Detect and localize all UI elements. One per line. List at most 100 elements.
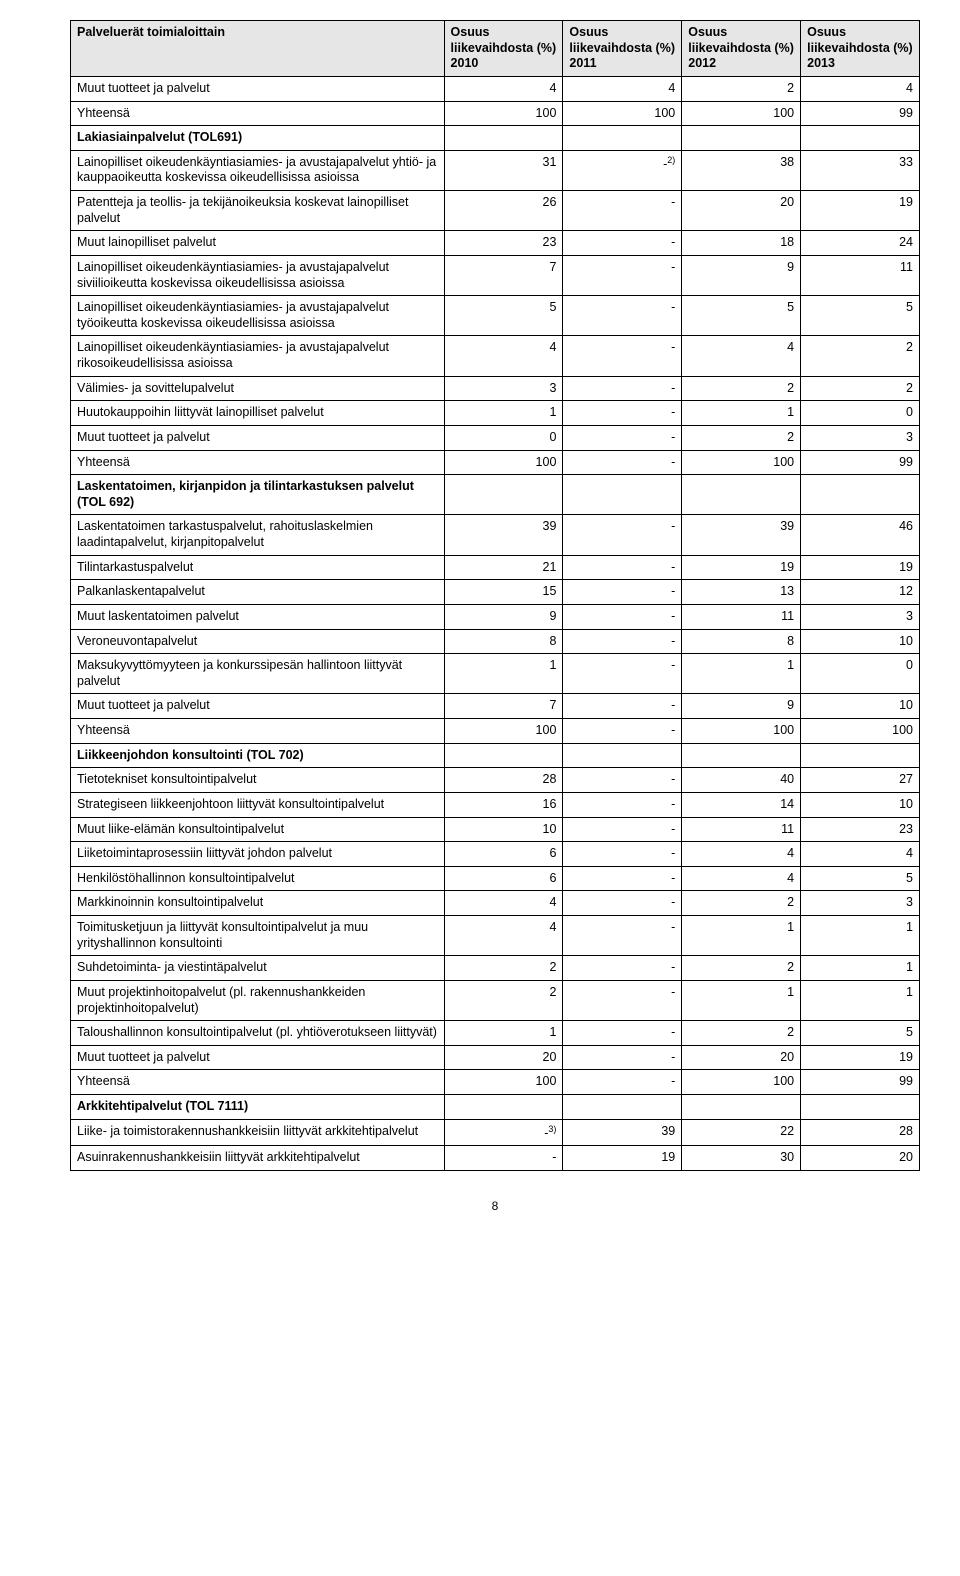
row-value: 9 [682, 255, 801, 295]
row-value: - [563, 604, 682, 629]
table-row: Liike- ja toimistorakennushankkeisiin li… [71, 1119, 920, 1146]
row-value: 11 [682, 604, 801, 629]
row-value [444, 1095, 563, 1120]
row-value: 8 [444, 629, 563, 654]
row-value: 4 [444, 336, 563, 376]
row-value: 100 [444, 101, 563, 126]
row-value: - [563, 817, 682, 842]
row-value: 10 [801, 792, 920, 817]
row-label: Muut lainopilliset palvelut [71, 231, 445, 256]
row-value: -3) [444, 1119, 563, 1146]
row-label: Huutokauppoihin liittyvät lainopilliset … [71, 401, 445, 426]
row-value: 1 [444, 1021, 563, 1046]
table-row: Muut tuotteet ja palvelut0-23 [71, 425, 920, 450]
row-label: Muut tuotteet ja palvelut [71, 425, 445, 450]
row-value: 100 [801, 719, 920, 744]
table-row: Yhteensä100-10099 [71, 1070, 920, 1095]
row-value [563, 475, 682, 515]
service-shares-table: Palveluerät toimialoittain Osuus liikeva… [70, 20, 920, 1171]
table-row: Välimies- ja sovittelupalvelut3-22 [71, 376, 920, 401]
row-value: 100 [444, 1070, 563, 1095]
row-value: 4 [444, 76, 563, 101]
row-value [444, 743, 563, 768]
row-label: Muut tuotteet ja palvelut [71, 1045, 445, 1070]
row-value: 100 [563, 101, 682, 126]
row-value: - [444, 1146, 563, 1171]
row-label: Yhteensä [71, 101, 445, 126]
table-row: Huutokauppoihin liittyvät lainopilliset … [71, 401, 920, 426]
row-value: 6 [444, 866, 563, 891]
row-value: - [563, 336, 682, 376]
page-number: 8 [70, 1199, 920, 1213]
row-value: 19 [801, 191, 920, 231]
row-value: 100 [682, 101, 801, 126]
table-row: Asuinrakennushankkeisiin liittyvät arkki… [71, 1146, 920, 1171]
row-label: Laskentatoimen tarkastuspalvelut, rahoit… [71, 515, 445, 555]
row-label: Muut tuotteet ja palvelut [71, 76, 445, 101]
table-row: Toimitusketjuun ja liittyvät konsultoint… [71, 916, 920, 956]
row-value: 100 [444, 719, 563, 744]
row-value: 5 [801, 866, 920, 891]
row-label: Taloushallinnon konsultointipalvelut (pl… [71, 1021, 445, 1046]
row-label: Muut laskentatoimen palvelut [71, 604, 445, 629]
row-value: - [563, 629, 682, 654]
row-value: 28 [801, 1119, 920, 1146]
table-row: Yhteensä100-10099 [71, 450, 920, 475]
table-row: Yhteensä100-100100 [71, 719, 920, 744]
table-row: Henkilöstöhallinnon konsultointipalvelut… [71, 866, 920, 891]
row-value: - [563, 768, 682, 793]
footnote-marker: 3) [548, 1124, 556, 1134]
table-row: Palkanlaskentapalvelut15-1312 [71, 580, 920, 605]
row-value [801, 743, 920, 768]
row-label: Arkkitehtipalvelut (TOL 7111) [71, 1095, 445, 1120]
row-value: 0 [801, 654, 920, 694]
row-value: 1 [682, 654, 801, 694]
row-value: - [563, 231, 682, 256]
row-value: 9 [682, 694, 801, 719]
row-label: Asuinrakennushankkeisiin liittyvät arkki… [71, 1146, 445, 1171]
row-value [682, 743, 801, 768]
row-value: - [563, 654, 682, 694]
row-label: Suhdetoiminta- ja viestintäpalvelut [71, 956, 445, 981]
table-header: Palveluerät toimialoittain Osuus liikeva… [71, 21, 920, 77]
row-value: 10 [801, 694, 920, 719]
row-value: 4 [682, 842, 801, 867]
row-value: 2 [682, 425, 801, 450]
row-value: 19 [563, 1146, 682, 1171]
row-value: 4 [682, 866, 801, 891]
col-header-2013: Osuus liikevaihdosta (%) 2013 [801, 21, 920, 77]
row-value: 2 [682, 956, 801, 981]
row-value: -2) [563, 150, 682, 190]
row-value: - [563, 450, 682, 475]
row-value: 99 [801, 101, 920, 126]
row-value: 5 [444, 296, 563, 336]
row-value: 9 [444, 604, 563, 629]
row-label: Toimitusketjuun ja liittyvät konsultoint… [71, 916, 445, 956]
table-row: Lainopilliset oikeudenkäyntiasiamies- ja… [71, 255, 920, 295]
row-value: 39 [563, 1119, 682, 1146]
row-value: 14 [682, 792, 801, 817]
row-value: - [563, 719, 682, 744]
row-value: 30 [682, 1146, 801, 1171]
row-value [682, 475, 801, 515]
row-value: 99 [801, 1070, 920, 1095]
row-value: 23 [801, 817, 920, 842]
row-value: - [563, 891, 682, 916]
table-row: Lakiasiainpalvelut (TOL691) [71, 126, 920, 151]
row-value: 2 [682, 891, 801, 916]
row-value: 1 [801, 916, 920, 956]
table-row: Muut laskentatoimen palvelut9-113 [71, 604, 920, 629]
table-row: Liikkeenjohdon konsultointi (TOL 702) [71, 743, 920, 768]
row-value: 1 [801, 956, 920, 981]
row-value [563, 1095, 682, 1120]
row-value: 33 [801, 150, 920, 190]
row-value: - [563, 792, 682, 817]
row-value [801, 475, 920, 515]
row-value: 28 [444, 768, 563, 793]
row-label: Lainopilliset oikeudenkäyntiasiamies- ja… [71, 150, 445, 190]
row-value: 3 [444, 376, 563, 401]
row-value: 1 [682, 916, 801, 956]
table-row: Patentteja ja teollis- ja tekijänoikeuks… [71, 191, 920, 231]
row-value: - [563, 425, 682, 450]
row-value: 3 [801, 604, 920, 629]
